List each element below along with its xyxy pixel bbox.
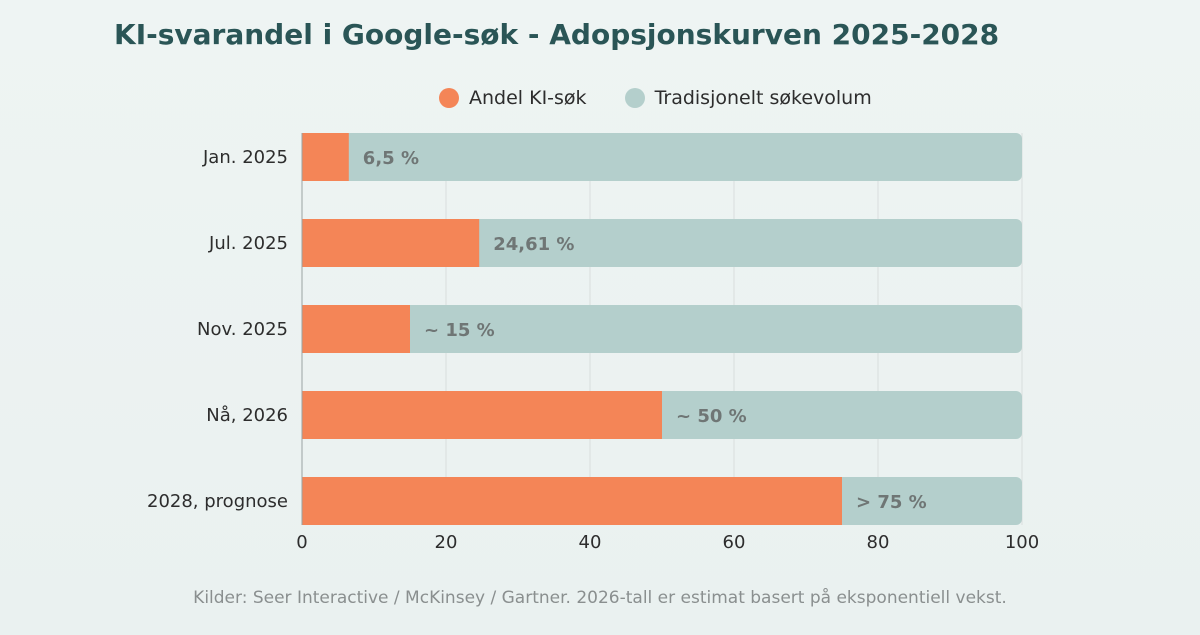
bar-ai (302, 219, 480, 267)
category-label: Nå, 2026 (206, 405, 288, 426)
category-label: 2028, prognose (147, 491, 288, 512)
bar-ai (302, 305, 410, 353)
x-tick-label: 20 (435, 532, 458, 553)
source-footnote: Kilder: Seer Interactive / McKinsey / Ga… (193, 588, 1007, 608)
category-label: Nov. 2025 (197, 319, 288, 340)
data-label: ~ 50 % (676, 406, 747, 427)
category-label: Jan. 2025 (202, 147, 288, 168)
category-label: Jul. 2025 (208, 233, 288, 254)
bar-traditional (302, 133, 1022, 181)
data-label: > 75 % (856, 492, 927, 513)
legend-label-traditional: Tradisjonelt søkevolum (654, 87, 872, 109)
x-tick-label: 40 (579, 532, 602, 553)
data-label: ~ 15 % (424, 320, 495, 341)
x-tick-label: 60 (723, 532, 746, 553)
x-tick-label: 0 (296, 532, 307, 553)
bar-traditional (302, 305, 1022, 353)
data-label: 6,5 % (363, 148, 419, 169)
chart-title: KI-svarandel i Google-søk - Adopsjonskur… (114, 18, 1000, 51)
data-label: 24,61 % (493, 234, 574, 255)
bar-ai (302, 133, 349, 181)
legend-swatch-traditional (624, 88, 645, 108)
bar-ai (302, 391, 662, 439)
legend-swatch-ai (439, 88, 459, 108)
x-tick-label: 80 (867, 532, 890, 553)
bar-traditional (302, 219, 1022, 267)
legend: Andel KI-søk Tradisjonelt søkevolum (439, 84, 910, 112)
legend-label-ai: Andel KI-søk (469, 87, 587, 109)
x-tick-label: 100 (1005, 532, 1039, 553)
bar-ai (302, 477, 842, 525)
legend-item-ai: Andel KI-søk (439, 87, 587, 109)
legend-item-traditional: Tradisjonelt søkevolum (624, 87, 872, 109)
